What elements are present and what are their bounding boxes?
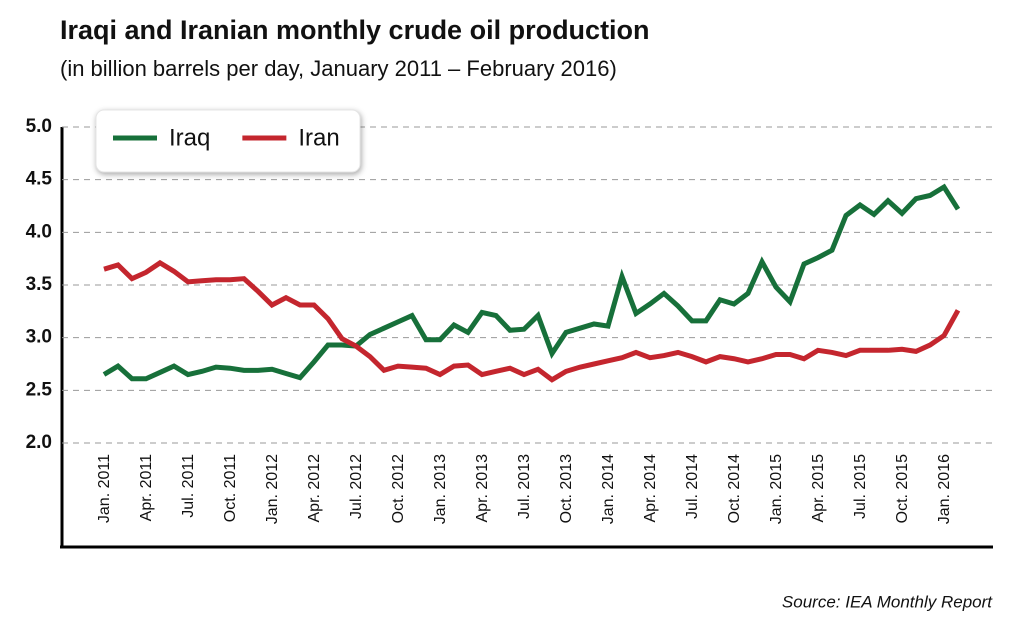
x-tick-label: Jan. 2012: [264, 454, 281, 524]
x-tick-label: Jan. 2015: [768, 454, 785, 524]
x-tick-label: Jul. 2014: [684, 454, 701, 519]
x-tick-label: Apr. 2012: [306, 454, 323, 523]
x-tick-label: Oct. 2011: [222, 454, 239, 522]
y-tick-label: 2.0: [26, 432, 52, 453]
x-tick-label: Jul. 2012: [348, 454, 365, 519]
x-tick-label: Oct. 2014: [726, 454, 743, 523]
y-tick-label: 3.5: [26, 274, 53, 295]
x-tick-label: Jul. 2013: [516, 454, 533, 519]
x-tick-label: Oct. 2015: [894, 454, 911, 523]
y-tick-label: 4.5: [26, 169, 53, 190]
x-tick-label: Jan. 2014: [600, 454, 617, 524]
line-series: [102, 183, 961, 382]
chart-subtitle: (in billion barrels per day, January 201…: [60, 56, 617, 81]
x-tick-label: Jan. 2016: [936, 454, 953, 524]
legend: Iraq Iran: [95, 109, 361, 173]
x-tick-label: Apr. 2015: [810, 454, 827, 523]
chart-title: Iraqi and Iranian monthly crude oil prod…: [60, 15, 650, 45]
line-series: [103, 259, 961, 383]
x-tick-label: Jan. 2011: [96, 454, 113, 523]
y-tick-label: 5.0: [26, 116, 52, 137]
x-tick-label: Apr. 2011: [138, 454, 155, 521]
x-tick-label: Jul. 2011: [180, 454, 197, 518]
x-tick-label: Oct. 2012: [390, 454, 407, 523]
legend-label: Iraq: [169, 124, 210, 151]
x-tick-label: Apr. 2013: [474, 454, 491, 523]
x-tick-label: Oct. 2013: [558, 454, 575, 523]
y-tick-label: 4.0: [26, 221, 52, 242]
y-tick-label: 2.5: [26, 379, 53, 400]
x-tick-label: Jan. 2013: [432, 454, 449, 524]
x-tick-label: Apr. 2014: [642, 454, 659, 523]
source-note: Source: IEA Monthly Report: [782, 592, 993, 611]
y-tick-label: 3.0: [26, 327, 52, 348]
legend-label: Iran: [298, 124, 339, 151]
x-tick-label: Jul. 2015: [852, 454, 869, 519]
legend-box: [95, 109, 361, 173]
